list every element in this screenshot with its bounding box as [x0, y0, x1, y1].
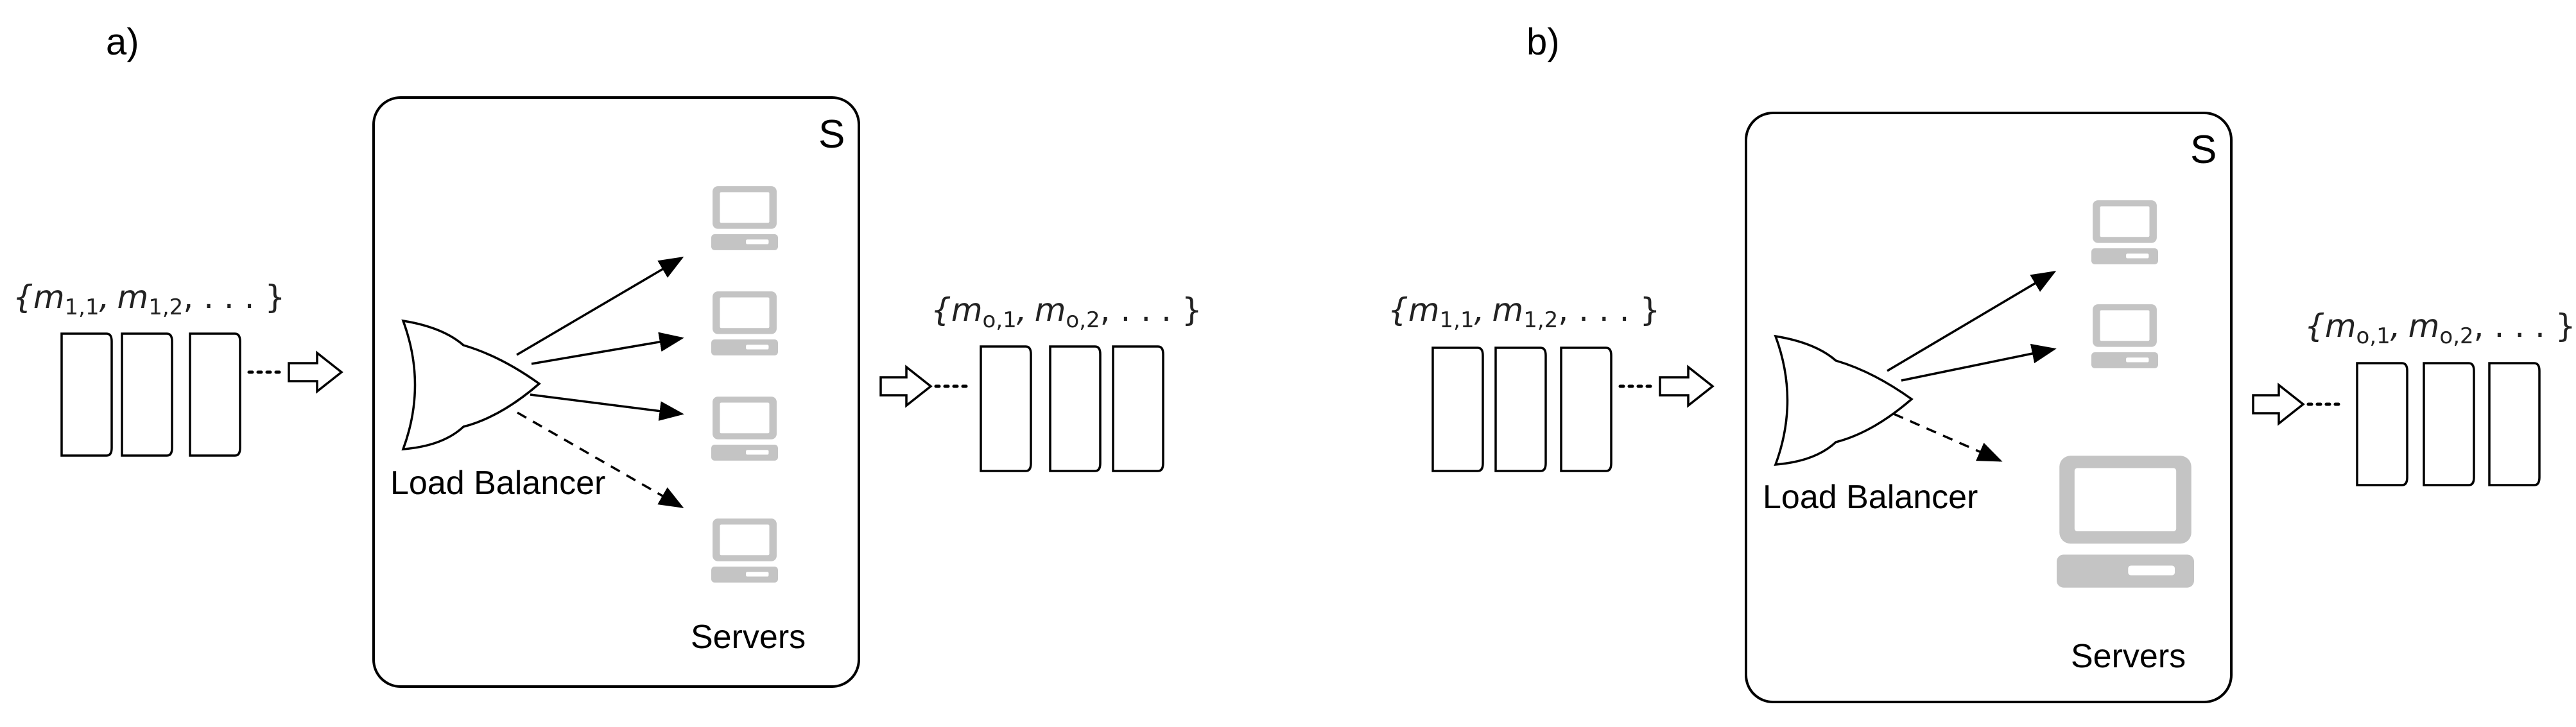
panel-b-arrow-server-3-dashed [1893, 413, 2003, 462]
computer-monitor-icon [711, 186, 778, 250]
panel-a-output-messages-label: {mo,1, mo,2, . . . } [931, 291, 1202, 333]
computer-monitor-icon [711, 397, 778, 461]
panel-a-arrow-server-4-dashed [517, 411, 684, 508]
panel-a-output-arrow [879, 364, 933, 408]
panel-b-arrow-server-1 [1887, 271, 2057, 372]
panel-b-output-queue [2356, 362, 2541, 486]
computer-monitor-icon [711, 291, 778, 355]
computer-monitor-icon [711, 518, 778, 583]
computer-monitor-icon [2091, 304, 2158, 368]
message-box [2356, 362, 2408, 486]
message-box [1112, 345, 1164, 472]
computer-monitor-icon [2091, 200, 2158, 264]
panel-a-input-queue [60, 332, 343, 457]
message-box [1431, 346, 1484, 472]
message-box [1049, 345, 1102, 472]
message-box [2488, 362, 2541, 486]
panel-a: a) {m1,1, m1,2, . . . } S Load Balancer S… [13, 21, 1202, 688]
panel-a-load-balancer [401, 319, 541, 450]
panel-b-system-label: S [2190, 128, 2217, 172]
panel-b: b) {m1,1, m1,2, . . . } S Load Balancer S… [1388, 21, 2576, 703]
message-box [189, 332, 241, 457]
message-box [2423, 362, 2475, 486]
panel-b-label: b) [1526, 21, 1560, 63]
panel-b-output-messages-label: {mo,1, mo,2, . . . } [2304, 307, 2576, 349]
panel-a-output-queue [980, 345, 1164, 472]
panel-b-input-messages-label: {m1,1, m1,2, . . . } [1388, 291, 1660, 333]
message-box [1560, 346, 1612, 472]
panel-b-load-balancer [1774, 334, 1914, 466]
panel-a-load-balancer-label: Load Balancer [390, 465, 605, 502]
panel-a-input-messages-label: {m1,1, m1,2, . . . } [13, 278, 285, 320]
panel-b-load-balancer-label: Load Balancer [1763, 479, 1978, 516]
message-box [121, 332, 173, 457]
panel-a-label: a) [106, 21, 139, 63]
panel-b-arrow-server-2 [1901, 343, 2057, 382]
panel-a-arrow-server-3 [530, 393, 684, 421]
panel-b-input-queue [1431, 346, 1715, 472]
computer-monitor-icon [2057, 456, 2194, 588]
message-box [60, 332, 113, 457]
message-box [1494, 346, 1547, 472]
message-box [980, 345, 1032, 472]
panel-a-system-label: S [818, 112, 845, 157]
panel-b-input-arrow [1659, 364, 1715, 408]
panel-a-input-arrow [288, 350, 343, 394]
panel-a-arrow-server-2 [531, 332, 684, 365]
panel-a-arrow-server-1 [516, 257, 684, 356]
panel-b-output-arrow [2252, 382, 2305, 426]
panel-b-servers-label: Servers [2071, 638, 2186, 675]
panel-a-servers-label: Servers [691, 619, 806, 656]
